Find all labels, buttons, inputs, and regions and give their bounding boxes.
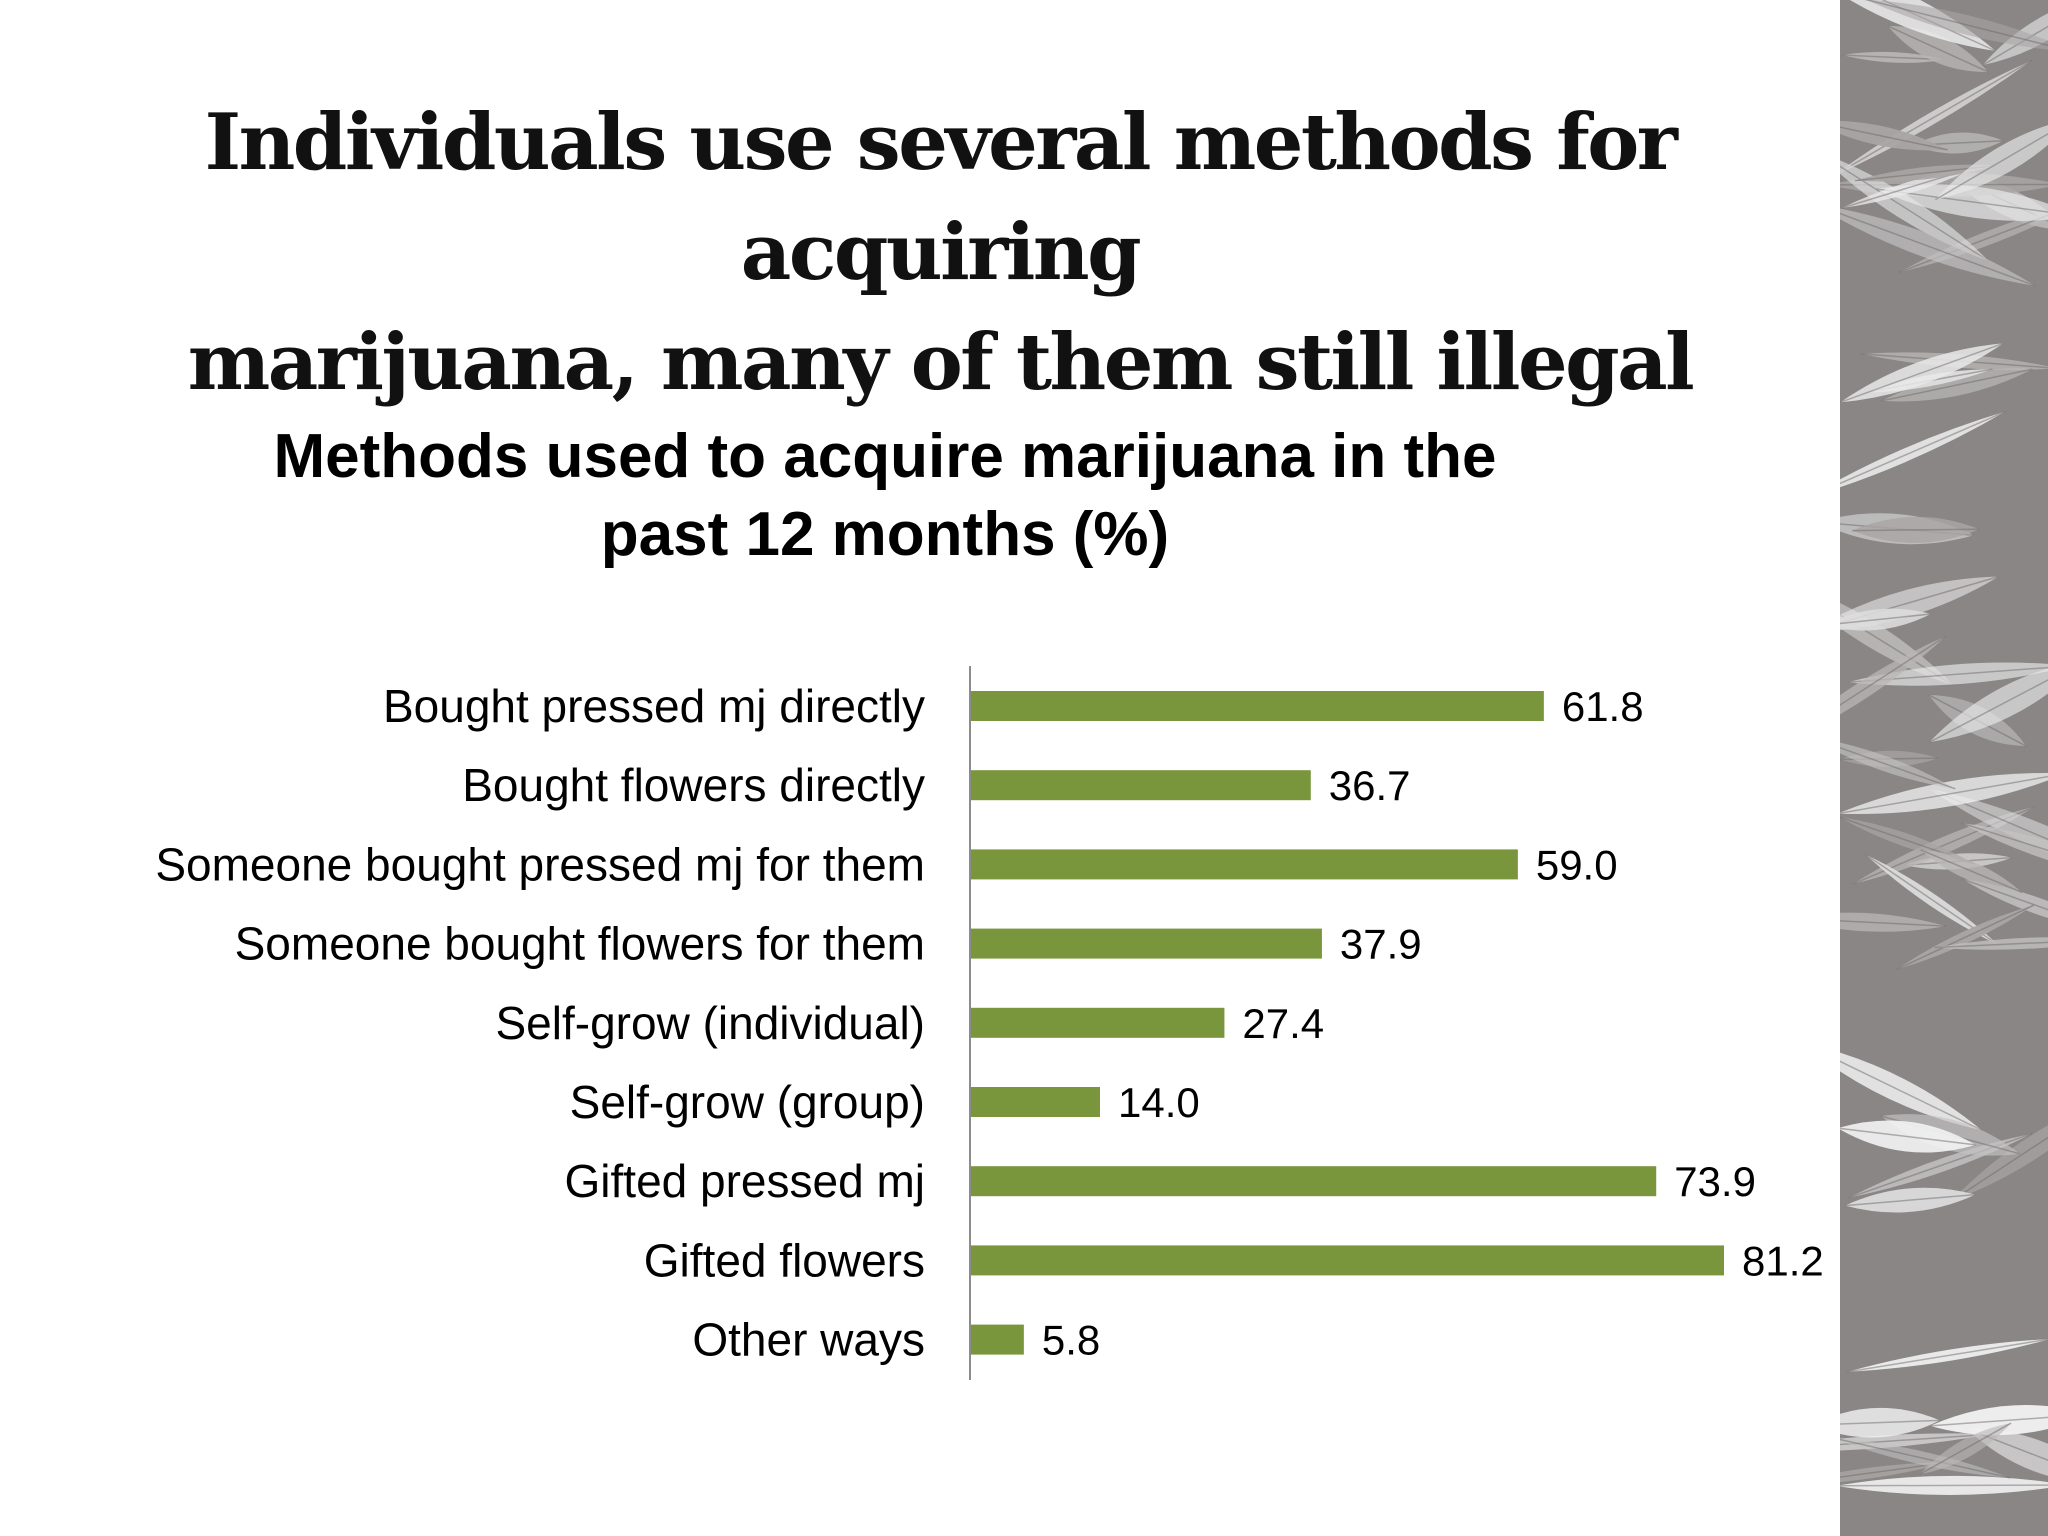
category-label-someone-bought-pressed-mj-for-them: Someone bought pressed mj for them [155, 838, 925, 890]
leaf-vein [1840, 202, 2036, 287]
category-label-other-ways: Other ways [692, 1314, 925, 1366]
leaf-vein [1929, 1413, 2048, 1427]
bar-gifted-pressed-mj [970, 1166, 1657, 1197]
leaf-vein [1840, 575, 2000, 634]
value-label-self-grow-individual: 27.4 [1242, 1000, 1324, 1047]
leaf-vein [1898, 200, 2048, 273]
leaf-vein [1876, 188, 2048, 217]
leaf-vein [1840, 772, 2048, 815]
leaf-vein [1840, 149, 1990, 262]
page-title: Individuals use several methods for acqu… [30, 88, 1850, 418]
leaf-vein [1840, 1461, 1950, 1487]
leaf-vein [1840, 613, 1931, 626]
category-label-bought-pressed-mj-directly: Bought pressed mj directly [383, 680, 925, 732]
leaf-vein [1961, 822, 2048, 883]
leaf-vein [1840, 917, 1947, 927]
bar-self-grow-individual [970, 1007, 1225, 1038]
leaf-vein [1840, 59, 2033, 178]
bar-someone-bought-flowers-for-them [970, 928, 1322, 959]
leaf-vein [1935, 116, 2048, 201]
leaf-vein [1840, 410, 2006, 499]
chart-title-line-1: Methods used to acquire marijuana in the [273, 422, 1497, 491]
value-label-other-ways: 5.8 [1042, 1317, 1100, 1364]
leaf-vein [1842, 54, 1946, 61]
leaf-vein [1840, 1127, 1976, 1146]
leaf-vein [1852, 528, 1980, 532]
bar-other-ways [970, 1324, 1024, 1355]
leaf-vein [1962, 878, 2048, 933]
leaf-vein [1847, 1338, 2048, 1373]
leaf-vein [1840, 735, 1956, 790]
bar-chart: Bought pressed mj directly 61.8 Bought flo… [155, 666, 1824, 1380]
value-label-bought-pressed-mj-directly: 61.8 [1562, 683, 1644, 730]
chart-title-line-2: past 12 months (%) [600, 500, 1170, 569]
leaf-vein [1881, 368, 2033, 402]
chart-title: Methods used to acquire marijuana in the… [150, 418, 1620, 574]
bar-bought-pressed-mj-directly [970, 691, 1544, 721]
leaf-vein [1896, 904, 2035, 971]
value-label-self-grow-group: 14.0 [1118, 1079, 1200, 1126]
category-label-someone-bought-flowers-for-them: Someone bought flowers for them [235, 918, 925, 970]
value-label-gifted-pressed-mj: 73.9 [1674, 1158, 1756, 1205]
leaf-vein [1840, 342, 2004, 404]
value-label-bought-flowers-directly: 36.7 [1329, 762, 1411, 809]
leaf-vein [1928, 658, 2048, 743]
leaf-vein [1840, 1041, 1982, 1131]
category-label-gifted-flowers: Gifted flowers [644, 1234, 925, 1286]
leaf-vein [1887, 25, 1989, 73]
leaf-vein [1951, 1094, 2048, 1202]
leaf-vein [1840, 1419, 1940, 1426]
leaf-vein [1920, 849, 2023, 894]
leaf-vein [1840, 120, 1948, 151]
value-label-gifted-flowers: 81.2 [1742, 1237, 1824, 1284]
category-label-bought-flowers-directly: Bought flowers directly [462, 759, 925, 811]
leaf-vein [1845, 1193, 1976, 1207]
value-label-someone-bought-pressed-mj-for-them: 59.0 [1536, 841, 1618, 888]
leaf-vein [1840, 1436, 2011, 1479]
leaf-vein [1865, 0, 2048, 53]
bar-someone-bought-pressed-mj-for-them [970, 849, 1518, 880]
leaf-vein [1928, 787, 2048, 887]
category-label-self-grow-group: Self-grow (group) [570, 1076, 925, 1128]
bar-bought-flowers-directly [970, 770, 1311, 801]
bar-gifted-flowers [970, 1245, 1724, 1276]
leaf-vein [1840, 1484, 2048, 1487]
page-title-line-1: Individuals use several methods for acqu… [204, 97, 1678, 298]
leaf-vein [1840, 635, 1947, 749]
page-title-line-2: marijuana, many of them still illegal [187, 317, 1695, 408]
category-label-gifted-pressed-mj: Gifted pressed mj [565, 1155, 925, 1207]
cannabis-leaf-texture-image [1840, 0, 2048, 1536]
value-label-someone-bought-flowers-for-them: 37.9 [1340, 921, 1422, 968]
leaf-vein [1919, 1422, 2012, 1475]
leaf-vein [1982, 0, 2048, 66]
bar-self-grow-group [970, 1087, 1100, 1117]
leaf-vein [1934, 938, 2048, 949]
category-label-self-grow-individual: Self-grow (individual) [496, 997, 926, 1049]
